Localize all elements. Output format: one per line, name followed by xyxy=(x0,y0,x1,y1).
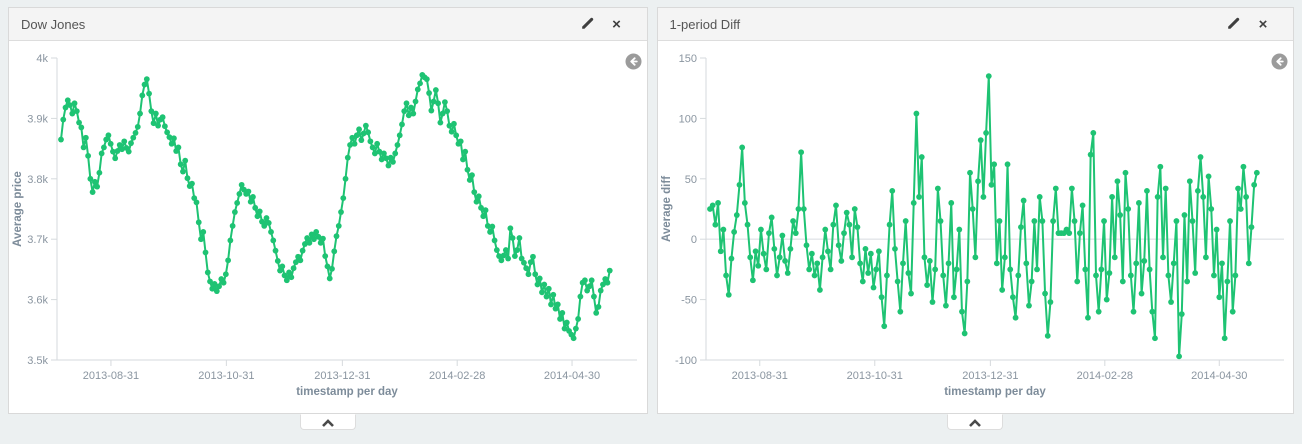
svg-text:2013-10-31: 2013-10-31 xyxy=(198,370,254,382)
svg-text:2014-04-30: 2014-04-30 xyxy=(544,370,600,382)
back-circle-button[interactable] xyxy=(625,53,642,70)
svg-text:Average price: Average price xyxy=(12,171,24,247)
svg-text:3.8k: 3.8k xyxy=(27,174,48,186)
svg-text:timestamp per day: timestamp per day xyxy=(296,386,398,398)
svg-text:2013-12-31: 2013-12-31 xyxy=(314,370,370,382)
panel-header-icons: × xyxy=(580,16,625,32)
svg-text:Average diff: Average diff xyxy=(661,176,673,242)
svg-text:50: 50 xyxy=(684,174,696,186)
edit-panel-button[interactable] xyxy=(580,16,596,32)
svg-text:2014-04-30: 2014-04-30 xyxy=(1191,370,1247,382)
panel-title: 1-period Diff xyxy=(669,16,741,32)
svg-text:3.9k: 3.9k xyxy=(27,113,48,125)
svg-text:3.6k: 3.6k xyxy=(27,295,48,307)
back-circle-icon xyxy=(625,53,642,73)
back-circle-button[interactable] xyxy=(1271,53,1288,70)
svg-text:0: 0 xyxy=(690,234,696,246)
svg-text:-50: -50 xyxy=(681,295,697,307)
dashboard: Dow Jones × xyxy=(8,7,1294,430)
pencil-icon xyxy=(1227,16,1241,33)
panel-header: 1-period Diff × xyxy=(657,8,1293,41)
panel-1-period-diff: 1-period Diff × xyxy=(656,7,1294,430)
svg-text:100: 100 xyxy=(678,113,696,125)
panel-title: Dow Jones xyxy=(21,16,86,32)
edit-panel-button[interactable] xyxy=(1226,16,1242,32)
svg-text:2014-02-28: 2014-02-28 xyxy=(429,370,485,382)
svg-text:2014-02-28: 2014-02-28 xyxy=(1076,370,1132,382)
chart-area[interactable]: 4k 3.9k 3.8k 3.7k 3.6k 3.5k 2013-08-31 2013-10-… xyxy=(9,41,647,413)
chevron-up-icon xyxy=(321,415,335,430)
svg-text:150: 150 xyxy=(678,53,696,65)
svg-text:2013-08-31: 2013-08-31 xyxy=(83,370,139,382)
collapse-panel-button[interactable] xyxy=(947,414,1004,430)
chevron-up-icon xyxy=(968,415,982,430)
svg-text:2013-08-31: 2013-08-31 xyxy=(731,370,787,382)
pencil-icon xyxy=(581,16,595,33)
panel-dow-jones: Dow Jones × xyxy=(8,7,648,430)
close-icon: × xyxy=(1258,15,1268,33)
close-panel-button[interactable]: × xyxy=(609,16,625,32)
chart-area[interactable]: 150 100 50 0 -50 -100 2013-08-31 2013-10-31 2013… xyxy=(658,41,1294,413)
collapse-panel-button[interactable] xyxy=(299,414,356,430)
svg-text:2013-12-31: 2013-12-31 xyxy=(962,370,1018,382)
svg-text:3.7k: 3.7k xyxy=(27,234,48,246)
close-icon: × xyxy=(612,15,621,33)
close-panel-button[interactable]: × xyxy=(1255,16,1271,32)
svg-text:timestamp per day: timestamp per day xyxy=(944,386,1046,398)
svg-text:-100: -100 xyxy=(674,355,696,367)
svg-text:3.5k: 3.5k xyxy=(27,355,48,367)
svg-text:2013-10-31: 2013-10-31 xyxy=(846,370,902,382)
svg-text:4k: 4k xyxy=(36,53,48,65)
panel-header: Dow Jones × xyxy=(9,8,647,41)
panel-header-icons: × xyxy=(1226,16,1271,32)
back-circle-icon xyxy=(1271,53,1288,73)
